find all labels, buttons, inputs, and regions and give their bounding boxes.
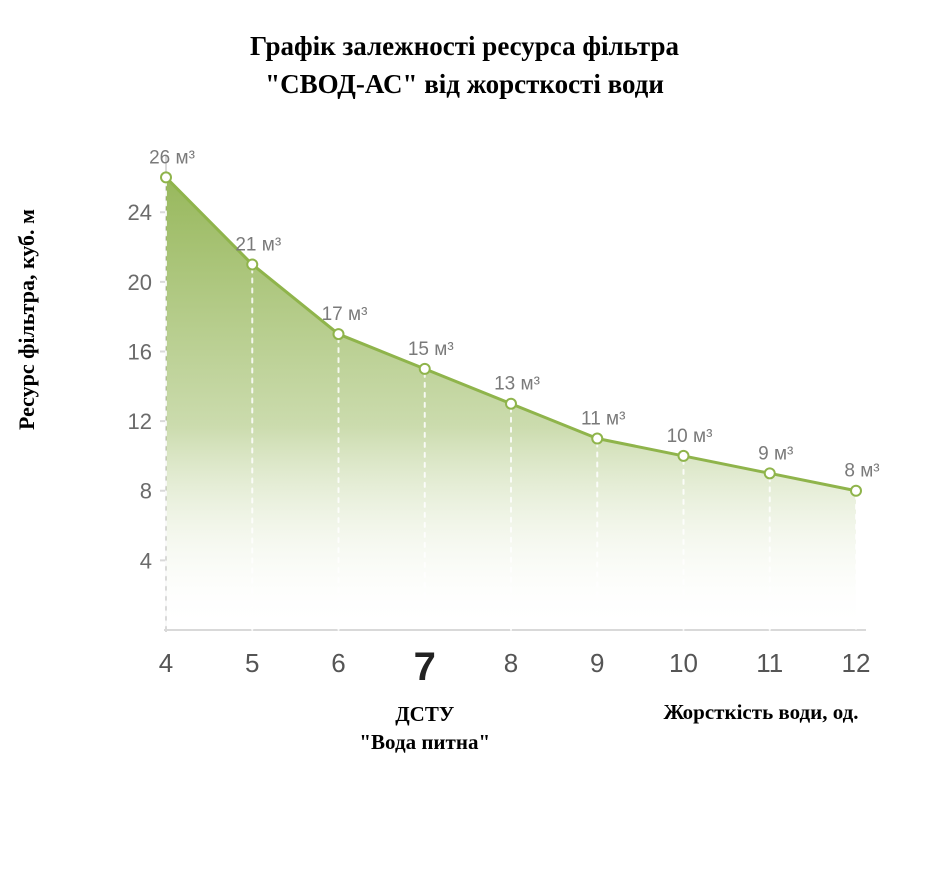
ytick-label: 20 — [128, 270, 152, 295]
dstu-note-line2: "Вода питна" — [345, 728, 505, 756]
point-label: 9 м³ — [758, 443, 793, 464]
data-point — [592, 434, 602, 444]
xtick-label-highlight: 7 — [414, 645, 436, 689]
point-label: 8 м³ — [844, 461, 879, 482]
data-point — [334, 329, 344, 339]
xtick-label: 12 — [842, 648, 871, 678]
point-label: 13 м³ — [494, 374, 540, 395]
yaxis-label: Ресурс фільтра, куб. м — [14, 209, 40, 430]
chart-title: Графік залежності ресурса фільтра "СВОД-… — [0, 0, 929, 104]
title-line-2: "СВОД-АС" від жорсткості води — [0, 66, 929, 104]
dstu-note: ДСТУ "Вода питна" — [345, 700, 505, 757]
title-line-1: Графік залежності ресурса фільтра — [0, 28, 929, 66]
point-label: 11 м³ — [581, 409, 625, 430]
ytick-label: 4 — [140, 548, 152, 573]
point-label: 21 м³ — [235, 234, 281, 255]
data-point — [506, 399, 516, 409]
xtick-label: 10 — [669, 648, 698, 678]
point-label: 10 м³ — [667, 426, 713, 447]
ytick-label: 12 — [128, 409, 152, 434]
data-point — [420, 364, 430, 374]
ytick-label: 16 — [128, 339, 152, 364]
dstu-note-line1: ДСТУ — [345, 700, 505, 728]
xtick-label: 9 — [590, 648, 604, 678]
ytick-label: 8 — [140, 479, 152, 504]
xtick-label: 5 — [245, 648, 259, 678]
point-label: 15 м³ — [408, 339, 454, 360]
point-label: 17 м³ — [322, 304, 368, 325]
xtick-label: 8 — [504, 648, 518, 678]
data-point — [851, 486, 861, 496]
data-point — [765, 468, 775, 478]
data-point — [679, 451, 689, 461]
ytick-label: 24 — [128, 200, 152, 225]
xtick-label: 6 — [331, 648, 345, 678]
chart-svg: 4 8 12 16 20 24 26 м³ 21 м³ 17 м³ 15 м³ 13 м³ 11 м³… — [90, 150, 880, 690]
xaxis-label: Жорсткість води, од. — [664, 700, 859, 725]
data-point — [161, 172, 171, 182]
xtick-label: 4 — [159, 648, 173, 678]
point-label: 26 м³ — [149, 150, 195, 168]
chart-area: 4 8 12 16 20 24 26 м³ 21 м³ 17 м³ 15 м³ 13 м³ 11 м³… — [90, 150, 880, 690]
data-point — [247, 259, 257, 269]
xtick-label: 11 — [756, 648, 783, 678]
